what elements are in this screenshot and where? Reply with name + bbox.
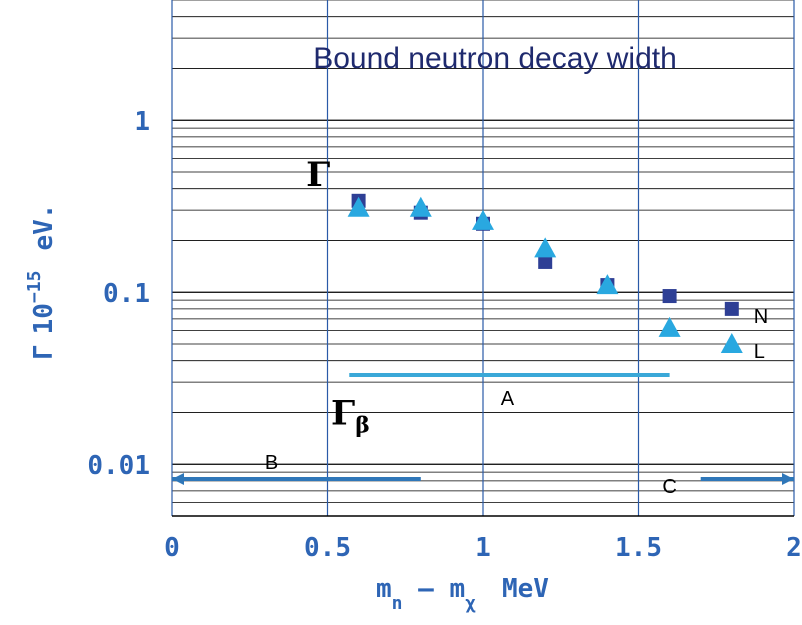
series-labels: NL — [754, 306, 768, 363]
gamma-symbol: Γ — [306, 155, 330, 195]
x-tick-label: 0 — [164, 533, 180, 563]
marker-N-square — [662, 289, 677, 304]
x-axis-label-mid: – m — [403, 574, 466, 604]
y-axis-label-unit: eV. — [29, 204, 59, 251]
annotation-label-C: C — [662, 476, 676, 498]
x-tick-label: 2 — [786, 533, 802, 563]
grid — [171, 0, 795, 517]
x-tick-label: 1 — [475, 533, 491, 563]
x-axis-label-m1: m — [376, 574, 392, 604]
marker-N-square — [538, 254, 553, 269]
marker-N-square — [724, 301, 739, 316]
y-axis-label: Γ 10−15 eV. — [24, 204, 59, 360]
annotation-label-B: B — [265, 452, 278, 474]
gamma-beta-sub: β — [355, 412, 370, 438]
y-tick-label: 0.1 — [103, 279, 150, 309]
y-tick-label: 1 — [134, 107, 150, 137]
marker-L-triangle — [472, 209, 494, 230]
y-axis-label-power: 10 — [29, 303, 59, 334]
x-axis-label-sub1: n — [392, 593, 403, 614]
marker-L-triangle — [534, 237, 557, 258]
marker-L-triangle — [347, 196, 370, 217]
y-axis-label-exp: −15 — [24, 271, 45, 304]
annotation-label-A: A — [501, 388, 515, 410]
chart-title: Bound neutron decay width — [313, 42, 677, 75]
y-tick-label: 0.01 — [87, 451, 150, 481]
x-tick-label: 0.5 — [304, 533, 351, 563]
annotation-arrowhead-B — [172, 473, 184, 486]
marker-L-triangle — [658, 316, 681, 337]
markers — [347, 193, 743, 353]
marker-L-triangle — [596, 274, 619, 295]
x-tick-label: 1.5 — [615, 533, 662, 563]
series-label-L: L — [754, 341, 765, 363]
annotation-arrowhead-C — [782, 473, 794, 486]
gamma-beta-base: Γ — [331, 393, 355, 433]
x-tick-labels: 0 0.5 1 1.5 2 — [164, 533, 802, 563]
y-axis-label-symbol: Γ — [29, 344, 59, 360]
marker-L-triangle — [409, 196, 432, 217]
series-label-N: N — [754, 306, 768, 328]
x-axis-label-unit: MeV — [502, 574, 549, 604]
marker-L-triangle — [720, 333, 743, 353]
y-tick-labels: 1 0.1 0.01 — [87, 107, 150, 481]
x-axis-label: mn – mχ MeV — [376, 574, 549, 614]
x-axis-label-sub2: χ — [465, 593, 476, 614]
gamma-beta-symbol: Γβ — [331, 393, 370, 438]
